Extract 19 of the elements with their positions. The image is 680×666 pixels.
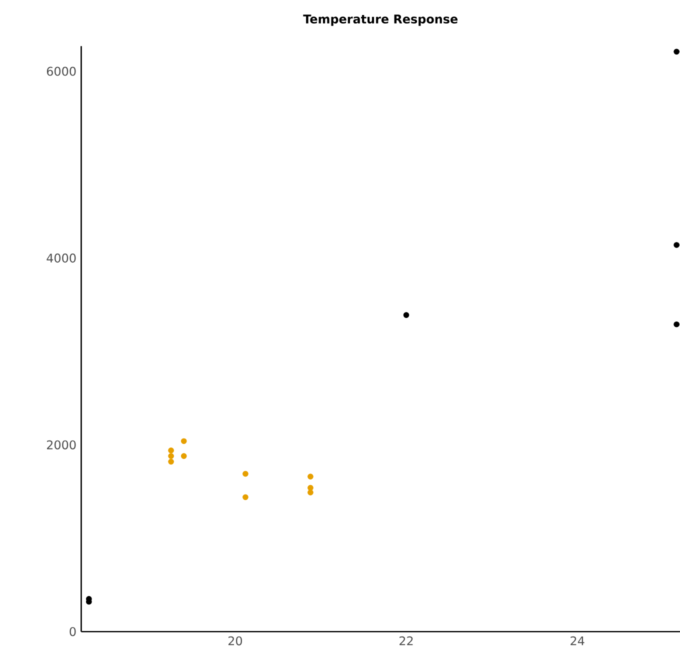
- point: [180, 453, 187, 460]
- x-tick-label: 24: [570, 636, 584, 646]
- point: [242, 494, 248, 500]
- point: [168, 453, 174, 460]
- point: [180, 438, 187, 444]
- chart-title: Temperature Response: [303, 14, 458, 26]
- point: [308, 485, 314, 491]
- point: [308, 474, 314, 480]
- x-tick-label: 22: [400, 636, 413, 646]
- x-tick-label: 20: [228, 636, 242, 646]
- point: [168, 448, 174, 454]
- point: [308, 490, 314, 496]
- point: [403, 312, 410, 318]
- y-tick-label: 0: [70, 627, 76, 636]
- y-tick-label: 2000: [47, 440, 76, 450]
- point: [242, 471, 248, 477]
- point: [168, 458, 174, 465]
- y-tick-label: 4000: [46, 254, 76, 263]
- y-tick-label: 6000: [46, 66, 76, 76]
